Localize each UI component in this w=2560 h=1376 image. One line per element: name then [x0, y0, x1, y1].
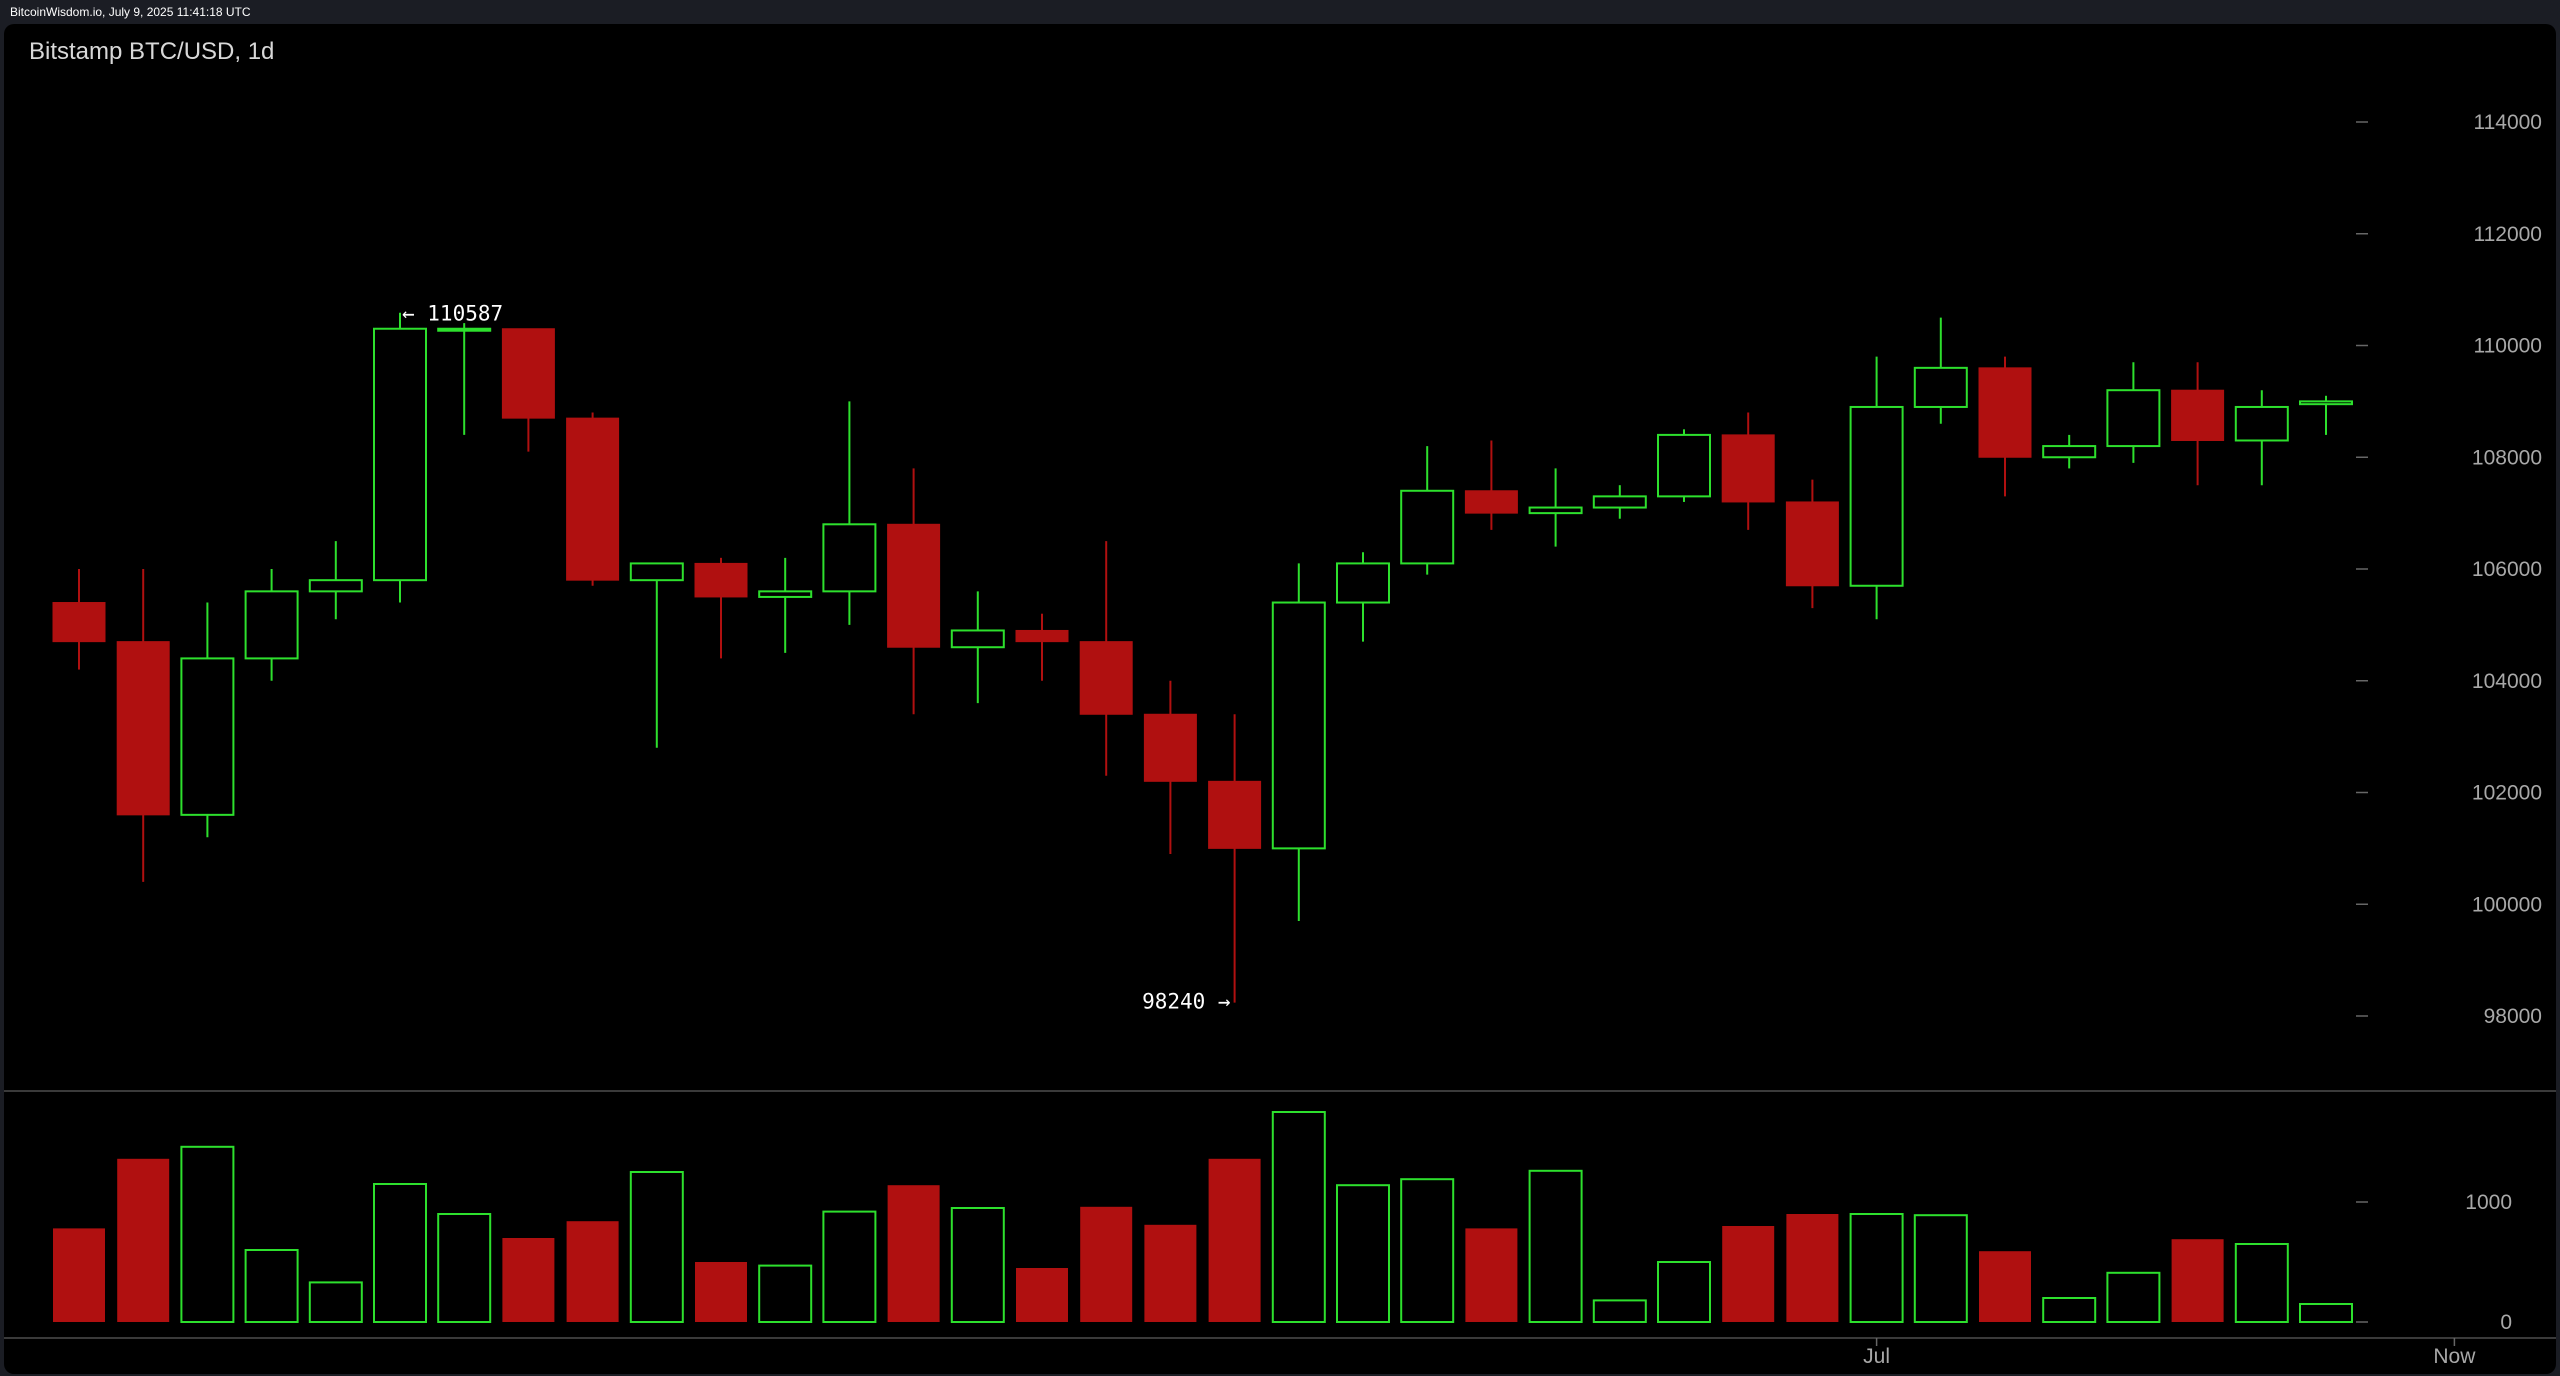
- candle-body-up: [2234, 405, 2289, 442]
- price-tick-label: 106000: [2472, 558, 2542, 581]
- volume-bar-up: [2234, 1243, 2289, 1323]
- candle-body-down: [1015, 629, 1069, 643]
- volume-bar-down: [1979, 1251, 2031, 1322]
- top-bar: BitcoinWisdom.io, July 9, 2025 11:41:18 …: [0, 0, 2560, 24]
- timestamp: BitcoinWisdom.io, July 9, 2025 11:41:18 …: [10, 5, 251, 19]
- time-label: Jul: [1863, 1345, 1890, 1368]
- candle-body-up: [244, 590, 299, 660]
- volume-bar-up: [1400, 1178, 1455, 1323]
- candle-body-down: [1143, 713, 1197, 782]
- candle-body-up: [373, 327, 427, 582]
- low-annotation: 98240 →: [1142, 990, 1231, 1014]
- volume-bar-up: [950, 1207, 1005, 1323]
- candle-body-down: [1079, 641, 1133, 715]
- volume-bar-down: [1016, 1268, 1068, 1322]
- candle-body-up: [2106, 389, 2161, 448]
- candle-body-down: [2171, 389, 2225, 441]
- volume-bar-up: [822, 1210, 877, 1323]
- volume-bar-up: [373, 1183, 427, 1323]
- volume-bar-up: [1336, 1184, 1390, 1323]
- price-tick-label: 110000: [2473, 335, 2542, 358]
- candle-body-up: [308, 579, 363, 593]
- volume-bar-up: [244, 1249, 299, 1323]
- volume-bar-down: [1722, 1226, 1775, 1322]
- price-tick-label: 108000: [2472, 446, 2542, 469]
- price-tick-label: 102000: [2472, 782, 2542, 805]
- candle-body-up: [950, 629, 1005, 649]
- volume-bar-up: [437, 1213, 492, 1323]
- candle-body-up: [1657, 433, 1711, 498]
- volume-tick-label: 1000: [2465, 1191, 2512, 1214]
- volume-bar-up: [1849, 1213, 1904, 1323]
- candle-body-down: [1464, 490, 1518, 514]
- price-tick-label: 98000: [2484, 1005, 2542, 1028]
- candle-body-up: [1336, 562, 1390, 604]
- candle-body-up: [1913, 366, 1968, 408]
- volume-bar-up: [1657, 1261, 1711, 1323]
- candle-body-down: [1785, 501, 1839, 587]
- volume-bar-down: [117, 1158, 170, 1322]
- volume-bar-up: [308, 1281, 363, 1324]
- volume-bar-up: [1528, 1169, 1583, 1324]
- volume-bar-down: [1465, 1228, 1518, 1322]
- price-tick-label: 104000: [2472, 670, 2542, 693]
- candle-body-up: [822, 523, 877, 593]
- candle-body-up: [1271, 601, 1326, 850]
- candle-body-up: [1528, 506, 1583, 515]
- candle-body-down: [116, 641, 170, 816]
- candle-body-up: [629, 562, 684, 582]
- chart-panel: Bitstamp BTC/USD, 1d 98000 100000 102000 10…: [4, 24, 2556, 1374]
- high-annotation: ← 110587: [402, 302, 503, 326]
- candle-body-up: [1400, 489, 1455, 565]
- volume-tick-label: 0: [2500, 1311, 2512, 1334]
- volume-bar-down: [695, 1262, 747, 1322]
- candle-body-up: [1849, 405, 1904, 587]
- volume-bar-down: [2171, 1239, 2224, 1322]
- volume-bar-down: [1144, 1224, 1197, 1322]
- volume-bar-up: [1271, 1111, 1326, 1323]
- candle-body-up: [758, 590, 813, 598]
- volume-bar-down: [53, 1228, 105, 1322]
- volume-bar-down: [1786, 1214, 1839, 1322]
- volume-bar-down: [1208, 1158, 1261, 1322]
- candle-body-down: [501, 328, 555, 419]
- volume-bar-down: [887, 1185, 940, 1322]
- candle-body-up: [2299, 400, 2353, 406]
- candle-body-up: [437, 327, 492, 332]
- price-tick-label: 100000: [2472, 893, 2542, 916]
- volume-bar-down: [502, 1238, 555, 1322]
- candlestick-chart[interactable]: 98000 100000 102000 104000 106000 108000 11000…: [4, 24, 2556, 1374]
- candle-body-down: [694, 562, 748, 598]
- time-label: Now: [2433, 1345, 2476, 1368]
- candle-body-down: [887, 523, 941, 648]
- price-tick-label: 112000: [2473, 223, 2542, 246]
- volume-bar-up: [629, 1171, 684, 1323]
- candle-body-down: [1721, 434, 1775, 503]
- candle-body-down: [52, 602, 106, 643]
- volume-bar-up: [1913, 1214, 1968, 1323]
- volume-bar-up: [1592, 1299, 1647, 1324]
- volume-bar-up: [2042, 1297, 2097, 1323]
- candle-body-down: [1978, 367, 2032, 458]
- candle-body-down: [1208, 780, 1262, 849]
- candle-body-up: [1592, 495, 1647, 509]
- volume-bar-up: [2106, 1271, 2161, 1324]
- candle-body-down: [566, 417, 620, 581]
- volume-bar-up: [2299, 1303, 2353, 1323]
- volume-bar-down: [1080, 1206, 1133, 1322]
- price-tick-label: 114000: [2473, 111, 2542, 134]
- chart-title: Bitstamp BTC/USD, 1d: [29, 38, 275, 65]
- candle-body-up: [180, 657, 235, 816]
- candle-body-up: [2042, 445, 2097, 459]
- volume-bar-up: [180, 1145, 235, 1324]
- volume-bar-up: [758, 1264, 813, 1323]
- volume-bar-down: [566, 1221, 619, 1322]
